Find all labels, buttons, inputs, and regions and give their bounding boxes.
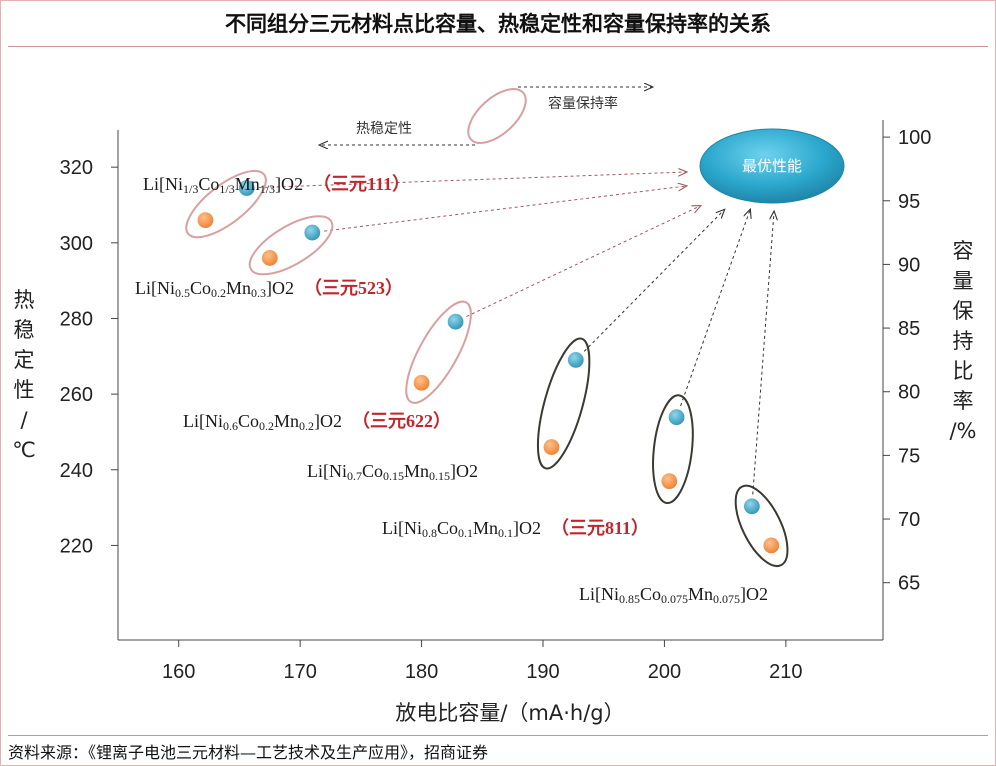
y-left-tick-label: 240 (60, 460, 93, 482)
best-label: 最优性能 (742, 157, 802, 175)
title-divider (8, 46, 988, 47)
material-label: Li[Ni0.7Co0.15Mn0.15]O2 (307, 461, 478, 483)
arrow-to-best (752, 212, 774, 495)
material-tag: （三元523） (304, 278, 403, 298)
material-tag: （三元111） (313, 174, 410, 194)
y-right-label-char: 比 (953, 359, 974, 383)
y-right-tick-label: 75 (898, 445, 920, 467)
y-right-label-char: 持 (953, 329, 974, 353)
thermal-point (542, 437, 561, 457)
y-right-tick-label: 85 (898, 318, 920, 340)
y-left-tick-label: 220 (60, 535, 93, 557)
thermal-point (196, 211, 215, 230)
point-group (196, 178, 781, 555)
material-label: Li[Ni0.8Co0.1Mn0.1]O2 （三元811） (382, 518, 649, 540)
ring-group (185, 169, 789, 568)
source-note: 资料来源：《锂离子电池三元材料—工艺技术及生产应用》，招商证券 (8, 743, 489, 762)
y-right-label-char: 保 (953, 299, 974, 323)
group-ring (652, 394, 694, 505)
retention-point (237, 178, 256, 198)
group-ring (248, 215, 334, 276)
y-left-tick-label: 280 (60, 308, 93, 330)
arrow-to-best (680, 210, 750, 407)
material-tag: （三元811） (551, 518, 649, 538)
retention-point (446, 312, 465, 331)
x-tick-label: 160 (162, 661, 195, 683)
axes-group (117, 120, 884, 641)
thermal-point (260, 248, 279, 268)
material-tag: （三元622） (352, 411, 451, 431)
arrow-to-best (583, 210, 724, 352)
group-ring (536, 337, 591, 470)
y-left-tick-group: 220 240 260 280 300 320 (60, 157, 118, 557)
arrow-to-best (258, 172, 686, 189)
y-left-label-char: ℃ (12, 438, 36, 462)
y-left-label-char: / (20, 408, 28, 432)
x-tick-label: 170 (283, 661, 316, 683)
legend-group: 容量保持率 热稳定性 (320, 79, 652, 153)
thermal-point (660, 472, 679, 491)
label-group: Li[Ni1/3Co1/3Mn1/3]O2 （三元111） Li[Ni0.5Co0.… (135, 174, 768, 606)
material-label: Li[Ni1/3Co1/3Mn1/3]O2 （三元111） (143, 174, 410, 196)
x-tick-group: 160 170 180 190 200 210 (162, 640, 803, 683)
y-left-tick-label: 300 (60, 233, 93, 255)
y-left-label-char: 稳 (14, 318, 35, 342)
y-right-tick-label: 70 (898, 509, 920, 531)
y-right-tick-label: 95 (898, 191, 920, 213)
chart-canvas: 160 170 180 190 200 210 220 240 260 280 300 320 65… (12, 0, 977, 725)
best-performance-badge: 最优性能 (699, 128, 845, 204)
group-ring (734, 484, 789, 568)
y-left-label-char: 热 (14, 288, 35, 312)
retention-point (742, 497, 761, 516)
y-left-label-char: 定 (14, 348, 35, 372)
y-right-label-char: 率 (953, 389, 974, 413)
y-left-tick-label: 260 (60, 384, 93, 406)
y-right-tick-label: 90 (898, 254, 920, 276)
footer-divider (8, 735, 988, 736)
thermal-point (412, 373, 431, 392)
x-axis-label: 放电比容量/（mA·h/g） (395, 701, 624, 725)
y-right-tick-group: 65 70 75 80 85 90 95 100 (883, 127, 931, 595)
chart-title: 不同组分三元材料点比容量、热稳定性和容量保持率的关系 (225, 11, 771, 36)
legend-retention-label: 容量保持率 (548, 95, 618, 112)
y-left-label-char: 性 (14, 378, 35, 402)
group-ring (405, 300, 472, 404)
retention-point (667, 408, 686, 427)
retention-point (566, 350, 585, 370)
y-left-tick-label: 320 (60, 157, 93, 179)
material-label: Li[Ni0.85Co0.075Mn0.075]O2 (579, 584, 768, 606)
retention-point (303, 223, 322, 242)
x-tick-label: 200 (648, 661, 681, 683)
x-tick-label: 190 (526, 661, 559, 683)
x-tick-label: 180 (405, 661, 438, 683)
y-right-tick-label: 80 (898, 382, 920, 404)
legend-ring (467, 88, 527, 144)
material-label: Li[Ni0.5Co0.2Mn0.3]O2 （三元523） (135, 278, 403, 300)
y-right-label-char: /% (949, 419, 976, 443)
y-right-tick-label: 100 (898, 127, 931, 149)
x-tick-label: 210 (769, 661, 802, 683)
arrow-group (258, 172, 774, 495)
y-axis-left-label: 热稳定性 / ℃ (12, 288, 36, 462)
thermal-point (762, 536, 781, 555)
best-ellipse (699, 128, 845, 204)
group-ring (185, 169, 267, 239)
y-right-tick-label: 65 (898, 573, 920, 595)
y-right-label-char: 量 (953, 269, 974, 293)
arrow-to-best (466, 206, 700, 318)
y-right-label-char: 容 (953, 239, 974, 263)
material-label: Li[Ni0.6Co0.2Mn0.2]O2 （三元622） (183, 411, 451, 433)
legend-thermal-label: 热稳定性 (356, 121, 412, 137)
arrow-to-best (324, 186, 686, 232)
